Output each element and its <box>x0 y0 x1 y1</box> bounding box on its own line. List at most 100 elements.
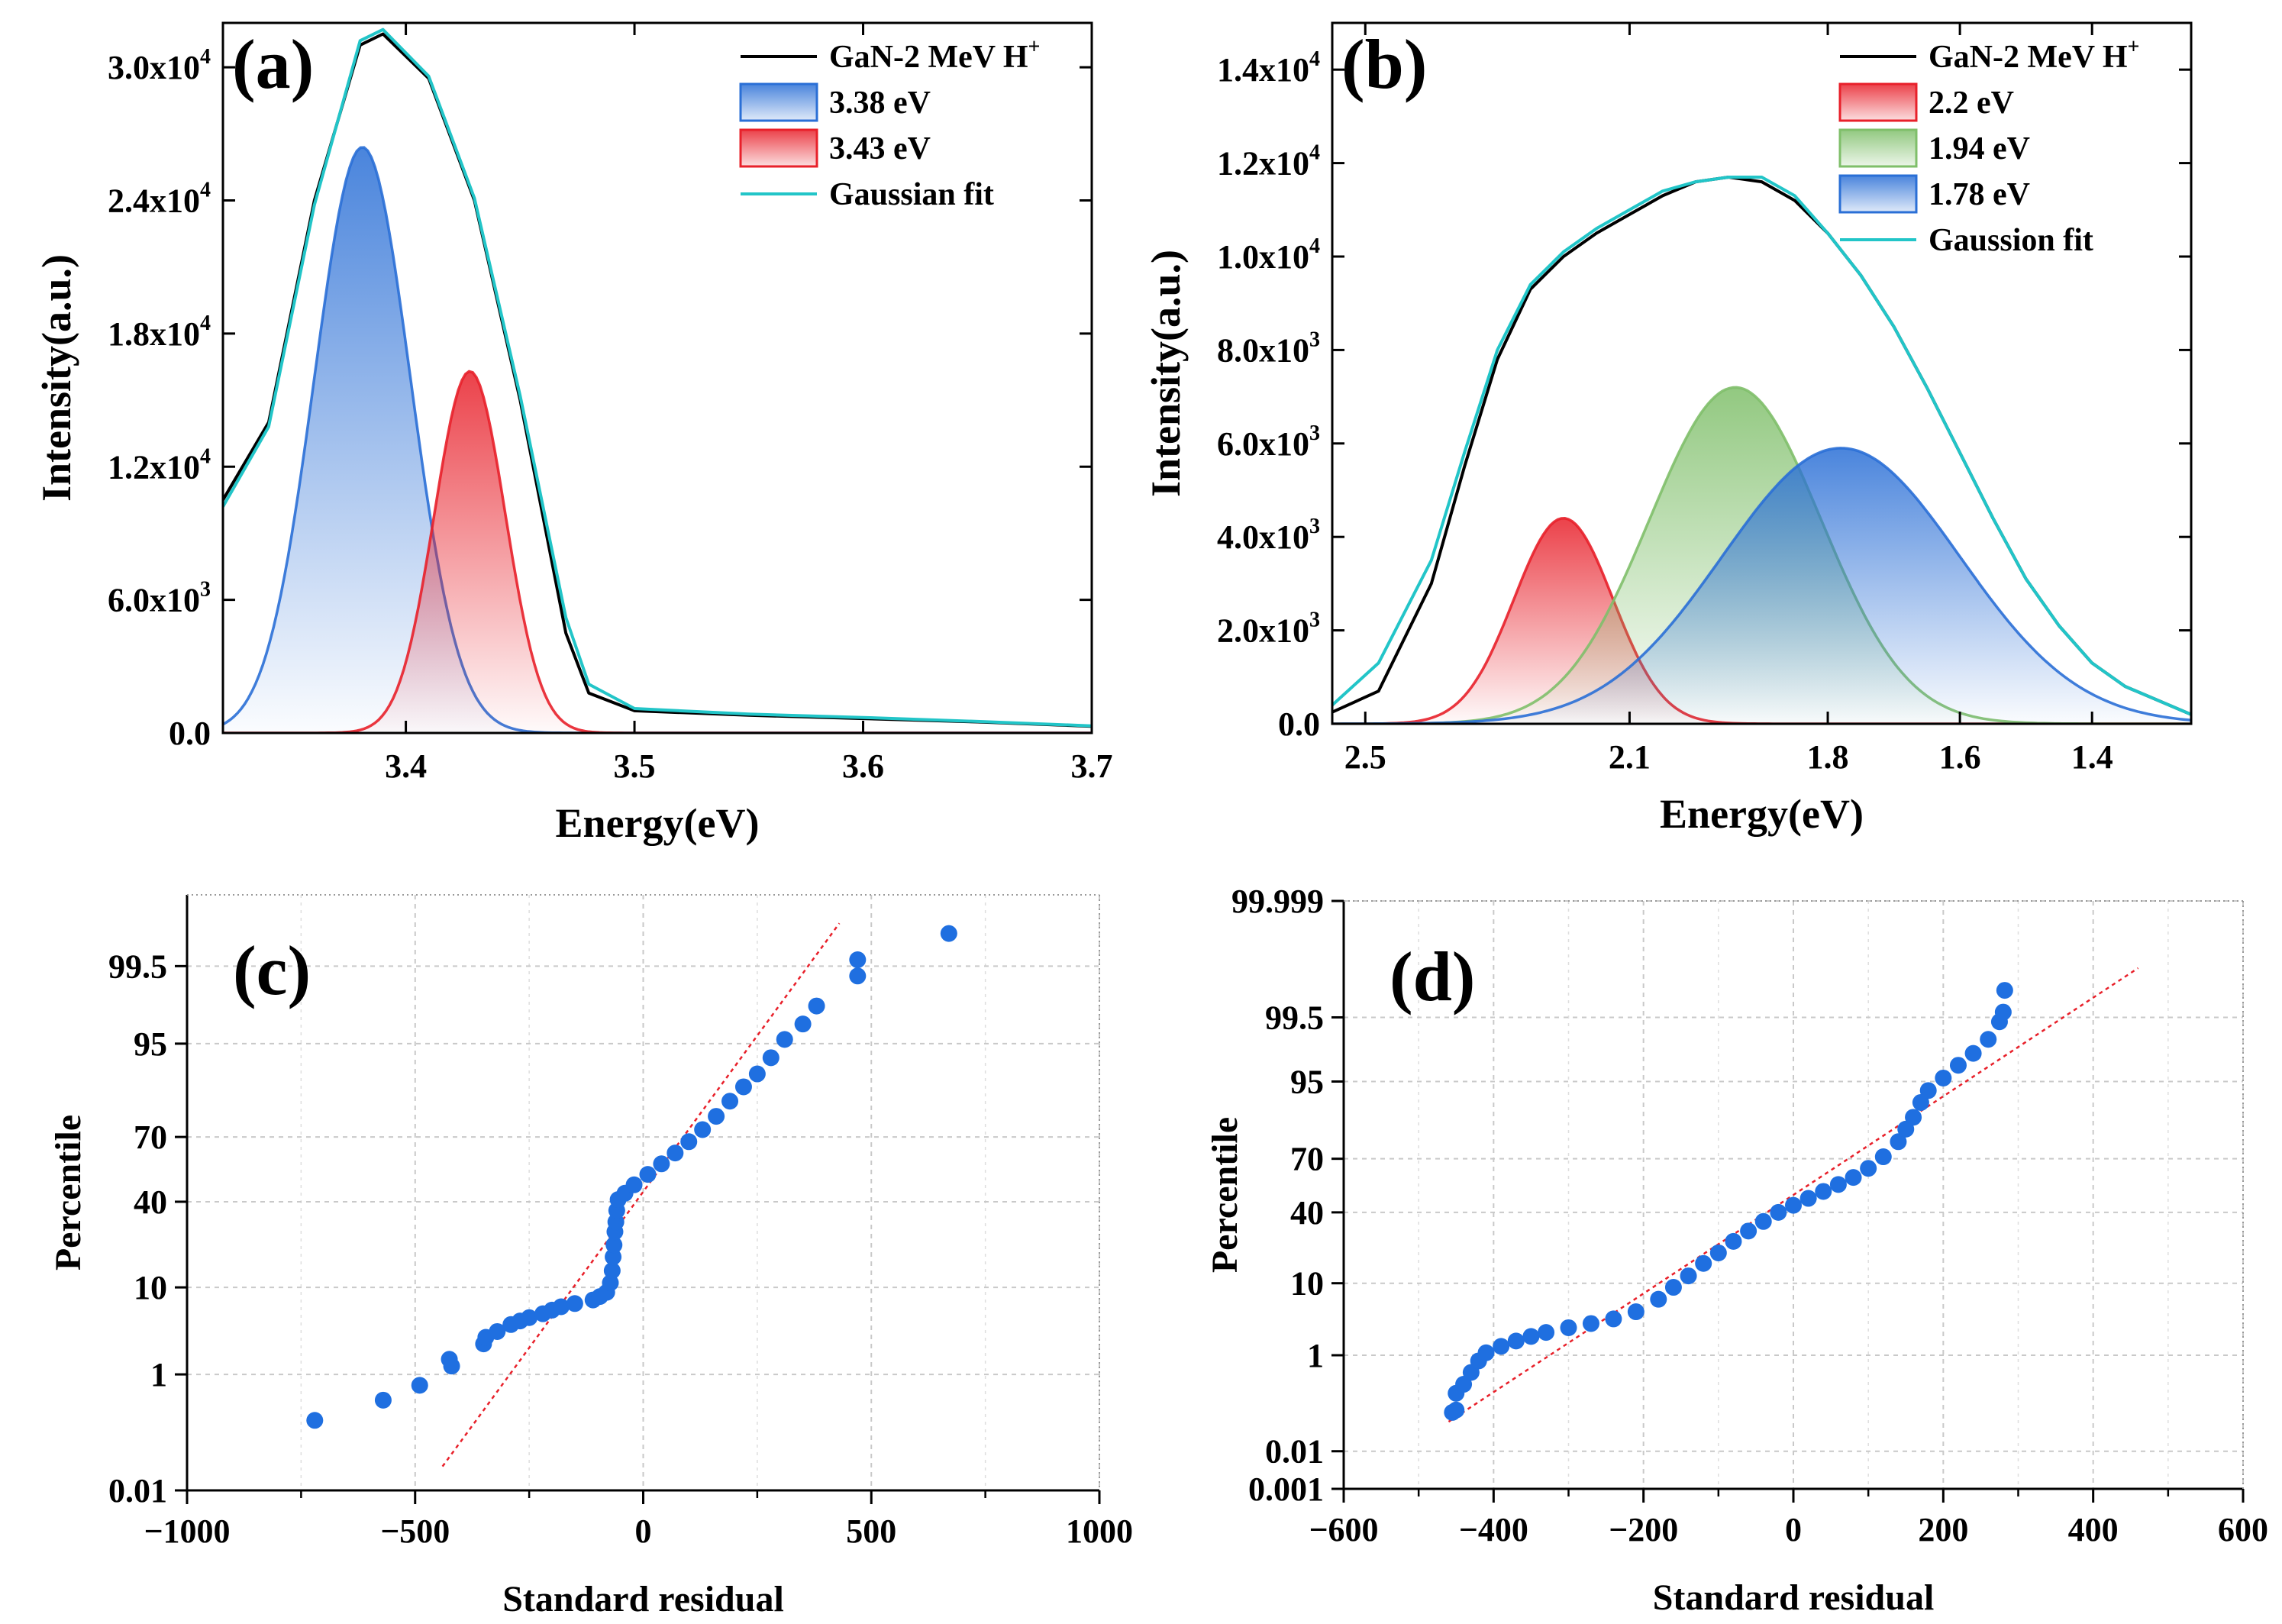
x-axis-title: Energy(eV) <box>556 800 760 846</box>
data-point <box>1935 1069 1952 1086</box>
legend-label: Gaussion fit <box>1929 223 2093 258</box>
legend-item-3-38-ev: 3.38 eV <box>739 82 931 122</box>
component-line-3-38-ev <box>223 146 1092 733</box>
data-point <box>1845 1169 1862 1187</box>
y-tick-label: 4.0x103 <box>1217 515 1320 556</box>
reference-line-d <box>1448 967 2139 1423</box>
legend-swatch-box <box>739 82 818 122</box>
data-point <box>680 1133 698 1151</box>
data-point <box>1740 1222 1757 1240</box>
data-point <box>489 1322 506 1340</box>
x-axis-title: Standard residual <box>1653 1577 1935 1618</box>
y-tick-label: 8.0x103 <box>1217 328 1320 369</box>
data-point <box>734 1078 752 1096</box>
x-tick-label: −400 <box>1459 1511 1528 1548</box>
y-tick-label: 0.01 <box>1265 1433 1324 1471</box>
data-point <box>374 1391 392 1409</box>
legend-label: Gaussian fit <box>829 177 994 212</box>
legend-label: 3.38 eV <box>829 86 931 121</box>
data-point <box>1507 1332 1525 1350</box>
x-axis-title: Energy(eV) <box>1660 791 1864 837</box>
data-point <box>306 1412 324 1429</box>
panel-label-c: (c) <box>233 931 311 1009</box>
y-tick-label: 95 <box>134 1025 167 1063</box>
panel-label-b: (b) <box>1341 25 1427 103</box>
x-tick-label: 3.6 <box>842 747 884 785</box>
data-point <box>849 967 867 985</box>
y-tick-label: 0.0 <box>1278 705 1320 743</box>
y-tick-label: 1.2x104 <box>108 444 211 486</box>
data-point <box>1829 1176 1847 1193</box>
y-tick-label: 0.01 <box>108 1472 167 1509</box>
x-tick-label: 0 <box>1785 1511 1802 1548</box>
x-tick-label: 3.7 <box>1071 747 1113 785</box>
data-point <box>849 951 867 969</box>
legend-item-1-94-ev: 1.94 eV <box>1838 128 2030 168</box>
reference-line-c <box>441 922 841 1467</box>
y-tick-label: 2.4x104 <box>108 179 211 220</box>
x-tick-label: 1000 <box>1066 1513 1133 1550</box>
legend-label: 2.2 eV <box>1929 86 2014 121</box>
x-tick-label: 400 <box>2068 1511 2119 1548</box>
data-point <box>1664 1279 1682 1296</box>
data-point <box>1680 1267 1697 1285</box>
data-point <box>1785 1196 1802 1214</box>
legend-item-gaussian-fit: Gaussian fit <box>741 177 994 212</box>
y-tick-label: 1.0x104 <box>1217 234 1320 276</box>
x-tick-label: −600 <box>1309 1511 1378 1548</box>
data-point <box>1905 1109 1922 1126</box>
y-axis-title: Percentile <box>1205 1117 1245 1273</box>
y-tick-label: 6.0x103 <box>1217 421 1320 463</box>
x-tick-label: −500 <box>380 1513 450 1550</box>
legend-label: GaN-2 MeV H+ <box>1929 35 2139 75</box>
points-d <box>1444 982 2013 1421</box>
x-tick-label: 3.5 <box>614 747 656 785</box>
y-tick-label: 95 <box>1290 1064 1324 1101</box>
y-tick-label: 10 <box>134 1269 167 1306</box>
data-point <box>441 1351 458 1368</box>
y-tick-label: 10 <box>1290 1265 1324 1303</box>
legend-swatch-box <box>1838 82 1918 122</box>
data-point <box>1522 1328 1540 1345</box>
panel-label-a: (a) <box>232 25 314 103</box>
data-point <box>625 1176 643 1193</box>
component-fill-2-2-ev <box>1332 518 2191 724</box>
x-tick-label: 1.4 <box>2071 738 2113 776</box>
panel-a: 3.4 3.5 3.6 3.7 0.0 6.0x103 1.2x104 1.8x104 2.4x… <box>34 21 1113 846</box>
component-line-1-78-ev <box>1332 447 2191 724</box>
y-tick-label: 70 <box>134 1119 167 1156</box>
data-point <box>653 1155 670 1173</box>
legend-item-gan-2-mev-h: GaN-2 MeV H+ <box>741 35 1040 75</box>
plot-area-a <box>221 21 1093 735</box>
y-tick-label: 99.5 <box>1265 999 1324 1036</box>
y-tick-label: 0.001 <box>1248 1471 1324 1508</box>
panel-b: 2.5 2.1 1.8 1.6 1.4 0.0 2.0x103 4.0x103 6.0x103 8… <box>1143 21 2193 837</box>
legend-swatch-box <box>1838 128 1918 168</box>
x-tick-label: 500 <box>846 1513 896 1550</box>
component-fill-3-38-ev <box>223 147 1092 733</box>
x-axis-title: Standard residual <box>502 1579 784 1619</box>
legend-swatch-box <box>1838 174 1918 214</box>
component-fill-1-78-ev <box>1332 447 2191 724</box>
data-point <box>1980 1031 1997 1048</box>
series-line-gaussian-fit <box>223 27 1092 728</box>
y-tick-label: 1.2x104 <box>1217 141 1320 182</box>
x-tick-label: −200 <box>1609 1511 1678 1548</box>
y-tick-label: 99.999 <box>1231 883 1324 920</box>
data-point <box>708 1108 725 1125</box>
legend-item-gan-2-mev-h: GaN-2 MeV H+ <box>1840 35 2139 75</box>
y-axis-title: Intensity(a.u.) <box>1143 250 1189 497</box>
y-tick-label: 40 <box>1290 1194 1324 1232</box>
y-tick-label: 2.0x103 <box>1217 609 1320 650</box>
y-tick-label: 1 <box>1307 1337 1324 1374</box>
legend-item-1-78-ev: 1.78 eV <box>1838 174 2030 214</box>
x-tick-label: −1000 <box>144 1513 230 1550</box>
y-tick-label: 6.0x103 <box>108 578 211 619</box>
data-point <box>1890 1133 1907 1151</box>
data-point <box>808 997 825 1015</box>
series-group-b <box>1332 176 2191 724</box>
panel-c: −1000 −500 0 500 1000 0.01 1 10 40 70 95 99.5 Standa… <box>48 894 1133 1619</box>
data-point <box>1912 1093 1929 1111</box>
data-point <box>721 1093 739 1110</box>
